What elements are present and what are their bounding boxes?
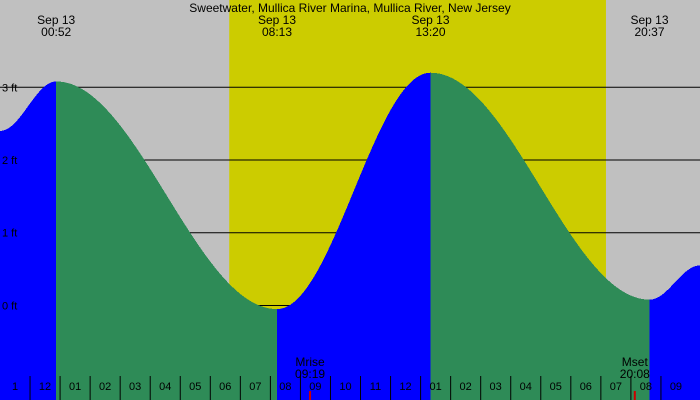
x-tick-label-22: 09 [670,381,682,393]
moon-event-label-0: Mrise [295,355,325,369]
x-tick-label-9: 08 [279,381,291,393]
extreme-date-2: Sep 13 [411,13,449,27]
x-tick-label-6: 05 [189,381,201,393]
extreme-time-1: 08:13 [262,25,292,39]
moon-event-label-1: Mset [622,355,649,369]
x-tick-label-14: 01 [429,381,441,393]
rising-tide-segment [277,72,431,400]
y-tick-label-2ft: 2 ft [2,155,17,167]
rising-tide-segment [649,265,700,400]
x-axis-ticks: 1 12 01 02 03 04 05 06 07 08 09 10 11 12 01 02 03 04 05 06 0… [12,376,682,400]
x-tick-label-4: 03 [129,381,141,393]
x-tick-label-2: 01 [69,381,81,393]
extreme-date-3: Sep 13 [631,13,669,27]
extreme-date-1: Sep 13 [258,13,296,27]
x-tick-label-1: 12 [39,381,51,393]
x-tick-label-11: 10 [339,381,351,393]
x-tick-label-16: 03 [490,381,502,393]
y-tick-label-0ft: 0 ft [2,300,17,312]
x-tick-label-18: 05 [550,381,562,393]
x-tick-label-3: 02 [99,381,111,393]
extreme-time-2: 13:20 [415,25,445,39]
moon-event-time-0: 09:19 [295,367,325,381]
extreme-time-0: 00:52 [41,25,71,39]
falling-tide-segment [56,81,278,400]
x-tick-label-8: 07 [249,381,261,393]
x-tick-label-10: 09 [309,381,321,393]
x-tick-label-15: 02 [460,381,472,393]
x-tick-label-20: 07 [610,381,622,393]
chart-title: Sweetwater, Mullica River Marina, Mullic… [189,1,510,15]
falling-tide-segment [430,72,650,400]
x-tick-label-21: 08 [640,381,652,393]
x-tick-label-5: 04 [159,381,171,393]
y-tick-label-1ft: 1 ft [2,228,17,240]
tide-curve [0,72,700,400]
y-axis-labels: 0 ft 1 ft 2 ft 3 ft [2,82,17,312]
rising-tide-segment [0,81,57,400]
x-tick-label-0: 1 [12,381,18,393]
extreme-date-0: Sep 13 [37,13,75,27]
moon-event-time-1: 20:08 [620,367,650,381]
x-tick-label-19: 06 [580,381,592,393]
extreme-time-3: 20:37 [635,25,665,39]
x-tick-label-12: 11 [370,381,381,393]
x-tick-label-17: 04 [520,381,532,393]
x-tick-label-13: 12 [399,381,411,393]
y-tick-label-3ft: 3 ft [2,82,17,94]
x-tick-label-7: 06 [219,381,231,393]
